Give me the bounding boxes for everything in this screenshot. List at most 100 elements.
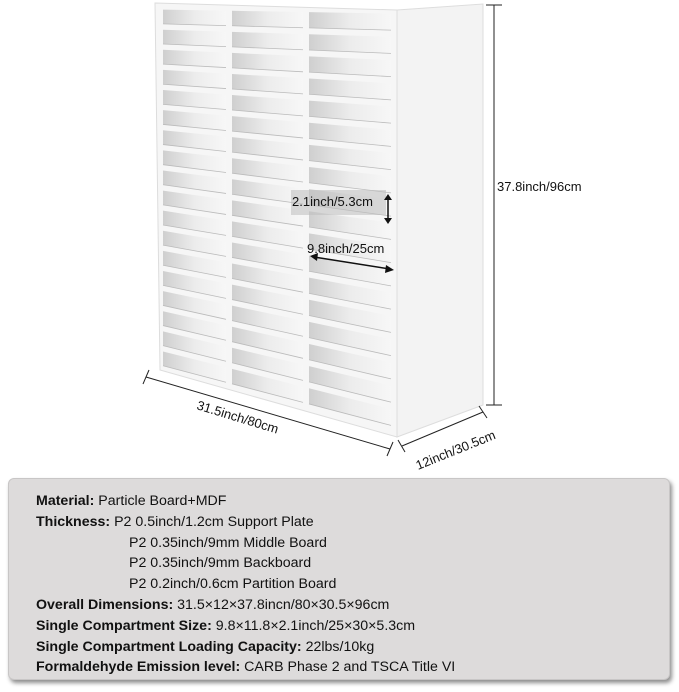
spec-overall: Overall Dimensions: 31.5×12×37.8incn/80×…	[36, 595, 455, 616]
label-highlight	[291, 190, 386, 215]
shelf-edge	[231, 278, 304, 293]
shelf-edge	[308, 248, 392, 264]
compartment	[163, 331, 226, 362]
compartment	[232, 326, 303, 359]
spec-material: Material: Particle Board+MDF	[36, 491, 455, 512]
spec-value: P2 0.5inch/1.2cm Support Plate	[114, 513, 314, 530]
shelf-edge	[308, 27, 392, 31]
shelf-edge	[231, 257, 304, 271]
compartment	[309, 166, 391, 193]
shelf-edge	[162, 63, 227, 68]
shelf-edge	[308, 359, 392, 380]
spec-label: Single Compartment Size:	[36, 617, 212, 634]
compartment	[232, 284, 303, 315]
spec-compartment-size: Single Compartment Size: 9.8×11.8×2.1inc…	[36, 616, 455, 637]
depth-label: 12inch/30.5cm	[414, 427, 498, 473]
compartment	[309, 366, 391, 403]
compartment	[232, 10, 303, 28]
organizer-illustration: 37.8inch/96cm 31.5inch/80cm 12inch/30.5c…	[142, 2, 582, 473]
compartment	[309, 78, 391, 100]
compartment	[232, 242, 303, 271]
shelf-edge	[308, 71, 392, 78]
side-panel	[396, 3, 484, 438]
shelf-edge	[231, 341, 304, 359]
compartment	[309, 277, 391, 310]
spec-label: Material:	[36, 493, 95, 509]
compartment	[309, 122, 391, 147]
shelf-edge	[308, 337, 392, 357]
compartment	[163, 311, 226, 341]
compartment-width-arrow	[310, 253, 394, 273]
height-label: 37.8inch/96cm	[497, 179, 582, 194]
shelf-edge	[162, 124, 227, 131]
compartment	[232, 158, 303, 182]
shelf-edge	[231, 130, 304, 139]
shelf-edge	[308, 381, 392, 403]
shelf-edge	[231, 88, 304, 95]
compartment	[163, 250, 226, 278]
shelf-edge	[162, 204, 227, 215]
shelf-edge	[308, 138, 392, 147]
shelf-edge	[162, 264, 227, 278]
spec-value: 31.5×12×37.8incn/80×30.5×96cm	[177, 596, 390, 613]
shelf-edge	[231, 172, 304, 183]
spec-value: CARB Phase 2 and TSCA Title VI	[244, 659, 456, 676]
shelf-edge	[162, 103, 227, 110]
shelf-edge	[231, 299, 304, 315]
shelf-edge	[162, 244, 227, 257]
spec-emission: Formaldehyde Emission level: CARB Phase …	[36, 657, 455, 678]
compartment	[232, 263, 303, 293]
spec-thickness-3: P2 0.35inch/9mm Backboard	[129, 555, 312, 572]
compartment	[309, 12, 391, 31]
shelf-edge	[162, 23, 227, 27]
width-label: 31.5inch/80cm	[195, 398, 280, 437]
spec-thickness: Thickness: P2 0.5inch/1.2cm Support Plat…	[36, 512, 455, 533]
shelf-edge	[231, 235, 304, 249]
shelf-edge	[162, 164, 227, 173]
shelf-edge	[231, 67, 304, 73]
compartment-width-label: 9.8inch/25cm	[307, 241, 384, 256]
shelf-edge	[162, 365, 227, 383]
shelf-edge	[162, 144, 227, 152]
depth-dimension	[397, 405, 488, 453]
compartment	[163, 291, 226, 320]
compartment	[232, 52, 303, 72]
compartment	[232, 31, 303, 50]
shelf-edge	[231, 362, 304, 381]
shelf-edge	[162, 325, 227, 341]
compartment	[309, 343, 391, 379]
shelf-edge	[162, 284, 227, 299]
shelf-edge	[162, 345, 227, 362]
compartment	[163, 230, 226, 257]
compartment	[232, 200, 303, 227]
compartment	[163, 170, 226, 194]
compartment-height-arrow	[384, 194, 392, 224]
spec-thickness-4: P2 0.2inch/0.6cm Partition Board	[129, 576, 337, 593]
shelf-edge	[231, 46, 304, 51]
compartment-height-label: 2.1inch/5.3cm	[292, 194, 373, 209]
shelf-edge	[162, 224, 227, 236]
shelf-edge	[231, 214, 304, 227]
spec-value: 9.8×11.8×2.1inch/25×30×5.3cm	[215, 617, 416, 634]
shelf-edge	[162, 83, 227, 89]
compartment	[309, 299, 391, 333]
compartment	[232, 95, 303, 116]
shelf-edge	[231, 151, 304, 161]
compartment	[163, 210, 226, 236]
shelf-edge	[162, 43, 227, 47]
height-dimension	[486, 4, 502, 406]
shelf-edge	[308, 270, 392, 287]
shelf-edge	[231, 25, 304, 29]
shelf-edge	[308, 315, 392, 333]
shelf-edge	[162, 184, 227, 194]
compartment	[309, 388, 391, 426]
shelf-edge	[308, 292, 392, 310]
shelf-edge	[162, 305, 227, 320]
compartment	[232, 137, 303, 160]
spec-label: Single Compartment Loading Capacity:	[36, 638, 302, 655]
compartment	[232, 368, 303, 403]
shelf-edge	[308, 49, 392, 54]
shelf-edge	[308, 115, 392, 124]
shelf-edge	[308, 403, 392, 426]
compartments	[162, 9, 392, 426]
